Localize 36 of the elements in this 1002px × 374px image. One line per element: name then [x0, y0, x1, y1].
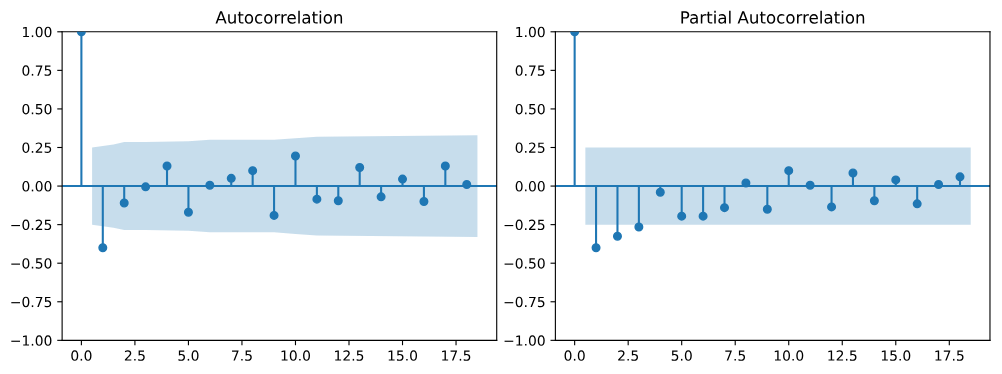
y-tick-label: 0.50	[515, 103, 545, 115]
x-tick-label: 2.5	[124, 350, 145, 361]
y-tick-label: 0.75	[22, 65, 52, 76]
y-tick-label: 0.00	[515, 181, 545, 192]
x-tick-label: 17.5	[935, 350, 964, 361]
y-tick-label: −0.25	[504, 219, 545, 231]
y-tick-label: −0.50	[11, 258, 52, 269]
y-tick-label: −0.50	[504, 258, 545, 269]
y-tick-label: −1.00	[504, 335, 545, 346]
x-tick-label: 12.5	[828, 350, 857, 361]
x-tick-label: 10.0	[774, 350, 804, 361]
x-tick-label: 12.5	[335, 350, 364, 361]
chart-title: Autocorrelation	[215, 10, 343, 24]
y-tick-label: 0.50	[22, 103, 52, 115]
x-tick-label: 10.0	[281, 350, 311, 361]
y-tick-label: −0.25	[11, 219, 52, 231]
x-tick-label: 17.5	[442, 350, 471, 361]
y-tick-label: 0.25	[22, 142, 52, 153]
y-tick-label: 0.00	[22, 181, 52, 192]
y-tick-label: −0.75	[11, 296, 52, 308]
x-tick-label: 7.5	[232, 350, 252, 361]
x-tick-label: 15.0	[388, 350, 418, 361]
x-tick-label: 0.0	[71, 350, 92, 361]
x-tick-label: 2.5	[618, 350, 638, 361]
y-tick-label: 1.00	[516, 26, 545, 38]
x-tick-label: 15.0	[881, 350, 911, 361]
y-tick-label: 1.00	[23, 26, 52, 38]
x-tick-label: 7.5	[725, 350, 746, 361]
x-tick-label: 5.0	[178, 350, 199, 361]
y-tick-label: −0.75	[504, 296, 545, 308]
y-tick-label: 0.25	[515, 142, 545, 153]
y-tick-label: −1.00	[11, 335, 52, 346]
x-tick-label: 0.0	[564, 350, 585, 361]
y-tick-label: 0.75	[515, 65, 545, 76]
chart-title: Partial Autocorrelation	[681, 10, 865, 24]
x-tick-label: 5.0	[671, 350, 692, 361]
